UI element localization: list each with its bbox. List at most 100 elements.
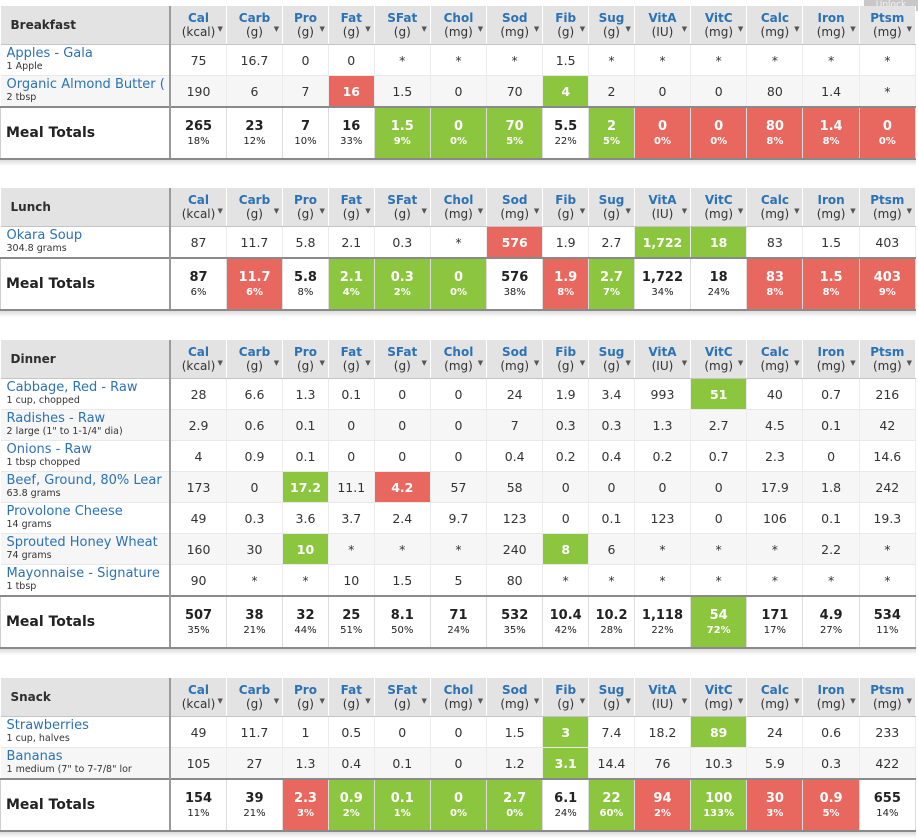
column-header-sug[interactable]: Sug (g) ▼	[588, 340, 635, 379]
sort-caret-icon[interactable]: ▼	[681, 25, 688, 33]
column-header-calc[interactable]: Calc (mg) ▼	[746, 678, 804, 717]
column-header-vita[interactable]: VitA (IU) ▼	[634, 188, 692, 227]
column-header-sfat[interactable]: SFat (g) ▼	[374, 188, 431, 227]
column-header-ptsm[interactable]: Ptsm (mg) ▼	[859, 340, 917, 379]
sort-caret-icon[interactable]: ▼	[533, 359, 540, 367]
sort-caret-icon[interactable]: ▼	[217, 697, 223, 705]
sort-caret-icon[interactable]: ▼	[681, 697, 688, 705]
column-header-fat[interactable]: Fat (g) ▼	[328, 6, 375, 45]
sort-caret-icon[interactable]: ▼	[906, 697, 912, 705]
sort-caret-icon[interactable]: ▼	[421, 25, 427, 33]
column-header-sug[interactable]: Sug (g) ▼	[588, 678, 635, 717]
column-header-cal[interactable]: Cal (kcal) ▼	[170, 188, 227, 227]
column-header-ptsm[interactable]: Ptsm (mg) ▼	[859, 188, 917, 227]
sort-caret-icon[interactable]: ▼	[319, 359, 325, 367]
column-header-fib[interactable]: Fib (g) ▼	[542, 6, 590, 45]
sort-caret-icon[interactable]: ▼	[477, 697, 484, 705]
sort-caret-icon[interactable]: ▼	[850, 25, 856, 33]
column-header-vitc[interactable]: VitC (mg) ▼	[690, 340, 748, 379]
column-header-calc[interactable]: Calc (mg) ▼	[746, 188, 804, 227]
column-header-fat[interactable]: Fat (g) ▼	[328, 678, 375, 717]
sort-caret-icon[interactable]: ▼	[477, 359, 484, 367]
column-header-fib[interactable]: Fib (g) ▼	[542, 340, 590, 379]
food-name-link[interactable]: Provolone Cheese	[6, 504, 123, 519]
sort-caret-icon[interactable]: ▼	[906, 207, 912, 215]
sort-caret-icon[interactable]: ▼	[579, 25, 586, 33]
column-header-fib[interactable]: Fib (g) ▼	[542, 678, 590, 717]
column-header-calc[interactable]: Calc (mg) ▼	[746, 340, 804, 379]
sort-caret-icon[interactable]: ▼	[421, 697, 427, 705]
sort-caret-icon[interactable]: ▼	[906, 25, 912, 33]
column-header-pro[interactable]: Pro (g) ▼	[282, 188, 329, 227]
column-header-pro[interactable]: Pro (g) ▼	[282, 340, 329, 379]
sort-caret-icon[interactable]: ▼	[737, 25, 744, 33]
column-header-vita[interactable]: VitA (IU) ▼	[634, 6, 692, 45]
column-header-sod[interactable]: Sod (mg) ▼	[486, 188, 544, 227]
food-name-link[interactable]: Onions - Raw	[6, 442, 92, 457]
column-header-sug[interactable]: Sug (g) ▼	[588, 188, 635, 227]
column-header-sod[interactable]: Sod (mg) ▼	[486, 6, 544, 45]
sort-caret-icon[interactable]: ▼	[273, 207, 280, 215]
sort-caret-icon[interactable]: ▼	[477, 207, 484, 215]
column-header-iron[interactable]: Iron (mg) ▼	[802, 188, 860, 227]
food-name-link[interactable]: Cabbage, Red - Raw	[6, 380, 138, 395]
sort-caret-icon[interactable]: ▼	[794, 25, 800, 33]
sort-caret-icon[interactable]: ▼	[850, 697, 856, 705]
column-header-sfat[interactable]: SFat (g) ▼	[374, 6, 431, 45]
sort-caret-icon[interactable]: ▼	[625, 697, 631, 705]
column-header-carb[interactable]: Carb (g) ▼	[226, 188, 284, 227]
sort-caret-icon[interactable]: ▼	[625, 359, 631, 367]
column-header-calc[interactable]: Calc (mg) ▼	[746, 6, 804, 45]
sort-caret-icon[interactable]: ▼	[421, 359, 427, 367]
sort-caret-icon[interactable]: ▼	[737, 697, 744, 705]
sort-caret-icon[interactable]: ▼	[850, 207, 856, 215]
sort-caret-icon[interactable]: ▼	[319, 697, 325, 705]
sort-caret-icon[interactable]: ▼	[217, 25, 223, 33]
column-header-sod[interactable]: Sod (mg) ▼	[486, 678, 544, 717]
column-header-fib[interactable]: Fib (g) ▼	[542, 188, 590, 227]
column-header-carb[interactable]: Carb (g) ▼	[226, 340, 284, 379]
column-header-vitc[interactable]: VitC (mg) ▼	[690, 678, 748, 717]
column-header-sfat[interactable]: SFat (g) ▼	[374, 340, 431, 379]
column-header-sfat[interactable]: SFat (g) ▼	[374, 678, 431, 717]
food-name-link[interactable]: Mayonnaise - Signature	[6, 566, 160, 581]
column-header-fat[interactable]: Fat (g) ▼	[328, 340, 375, 379]
sort-caret-icon[interactable]: ▼	[579, 207, 586, 215]
column-header-chol[interactable]: Chol (mg) ▼	[430, 678, 488, 717]
sort-caret-icon[interactable]: ▼	[625, 25, 631, 33]
food-name-link[interactable]: Beef, Ground, 80% Lear	[6, 473, 162, 488]
column-header-vitc[interactable]: VitC (mg) ▼	[690, 6, 748, 45]
column-header-vita[interactable]: VitA (IU) ▼	[634, 340, 692, 379]
sort-caret-icon[interactable]: ▼	[533, 25, 540, 33]
food-name-link[interactable]: Radishes - Raw	[6, 411, 106, 426]
column-header-chol[interactable]: Chol (mg) ▼	[430, 340, 488, 379]
sort-caret-icon[interactable]: ▼	[579, 359, 586, 367]
sort-caret-icon[interactable]: ▼	[533, 697, 540, 705]
sort-caret-icon[interactable]: ▼	[365, 697, 371, 705]
column-header-sod[interactable]: Sod (mg) ▼	[486, 340, 544, 379]
sort-caret-icon[interactable]: ▼	[273, 697, 280, 705]
sort-caret-icon[interactable]: ▼	[421, 207, 427, 215]
sort-caret-icon[interactable]: ▼	[273, 359, 280, 367]
sort-caret-icon[interactable]: ▼	[477, 25, 484, 33]
sort-caret-icon[interactable]: ▼	[850, 359, 856, 367]
column-header-vita[interactable]: VitA (IU) ▼	[634, 678, 692, 717]
sort-caret-icon[interactable]: ▼	[625, 207, 631, 215]
sort-caret-icon[interactable]: ▼	[737, 207, 744, 215]
food-name-link[interactable]: Okara Soup	[6, 228, 83, 243]
column-header-cal[interactable]: Cal (kcal) ▼	[170, 6, 227, 45]
column-header-ptsm[interactable]: Ptsm (mg) ▼	[859, 6, 917, 45]
column-header-vitc[interactable]: VitC (mg) ▼	[690, 188, 748, 227]
sort-caret-icon[interactable]: ▼	[273, 25, 280, 33]
sort-caret-icon[interactable]: ▼	[579, 697, 586, 705]
column-header-chol[interactable]: Chol (mg) ▼	[430, 188, 488, 227]
sort-caret-icon[interactable]: ▼	[319, 25, 325, 33]
column-header-pro[interactable]: Pro (g) ▼	[282, 6, 329, 45]
column-header-cal[interactable]: Cal (kcal) ▼	[170, 340, 227, 379]
column-header-iron[interactable]: Iron (mg) ▼	[802, 340, 860, 379]
column-header-ptsm[interactable]: Ptsm (mg) ▼	[859, 678, 917, 717]
unlock-button[interactable]: Unlock	[864, 0, 918, 11]
column-header-iron[interactable]: Iron (mg) ▼	[802, 678, 860, 717]
sort-caret-icon[interactable]: ▼	[737, 359, 744, 367]
column-header-pro[interactable]: Pro (g) ▼	[282, 678, 329, 717]
